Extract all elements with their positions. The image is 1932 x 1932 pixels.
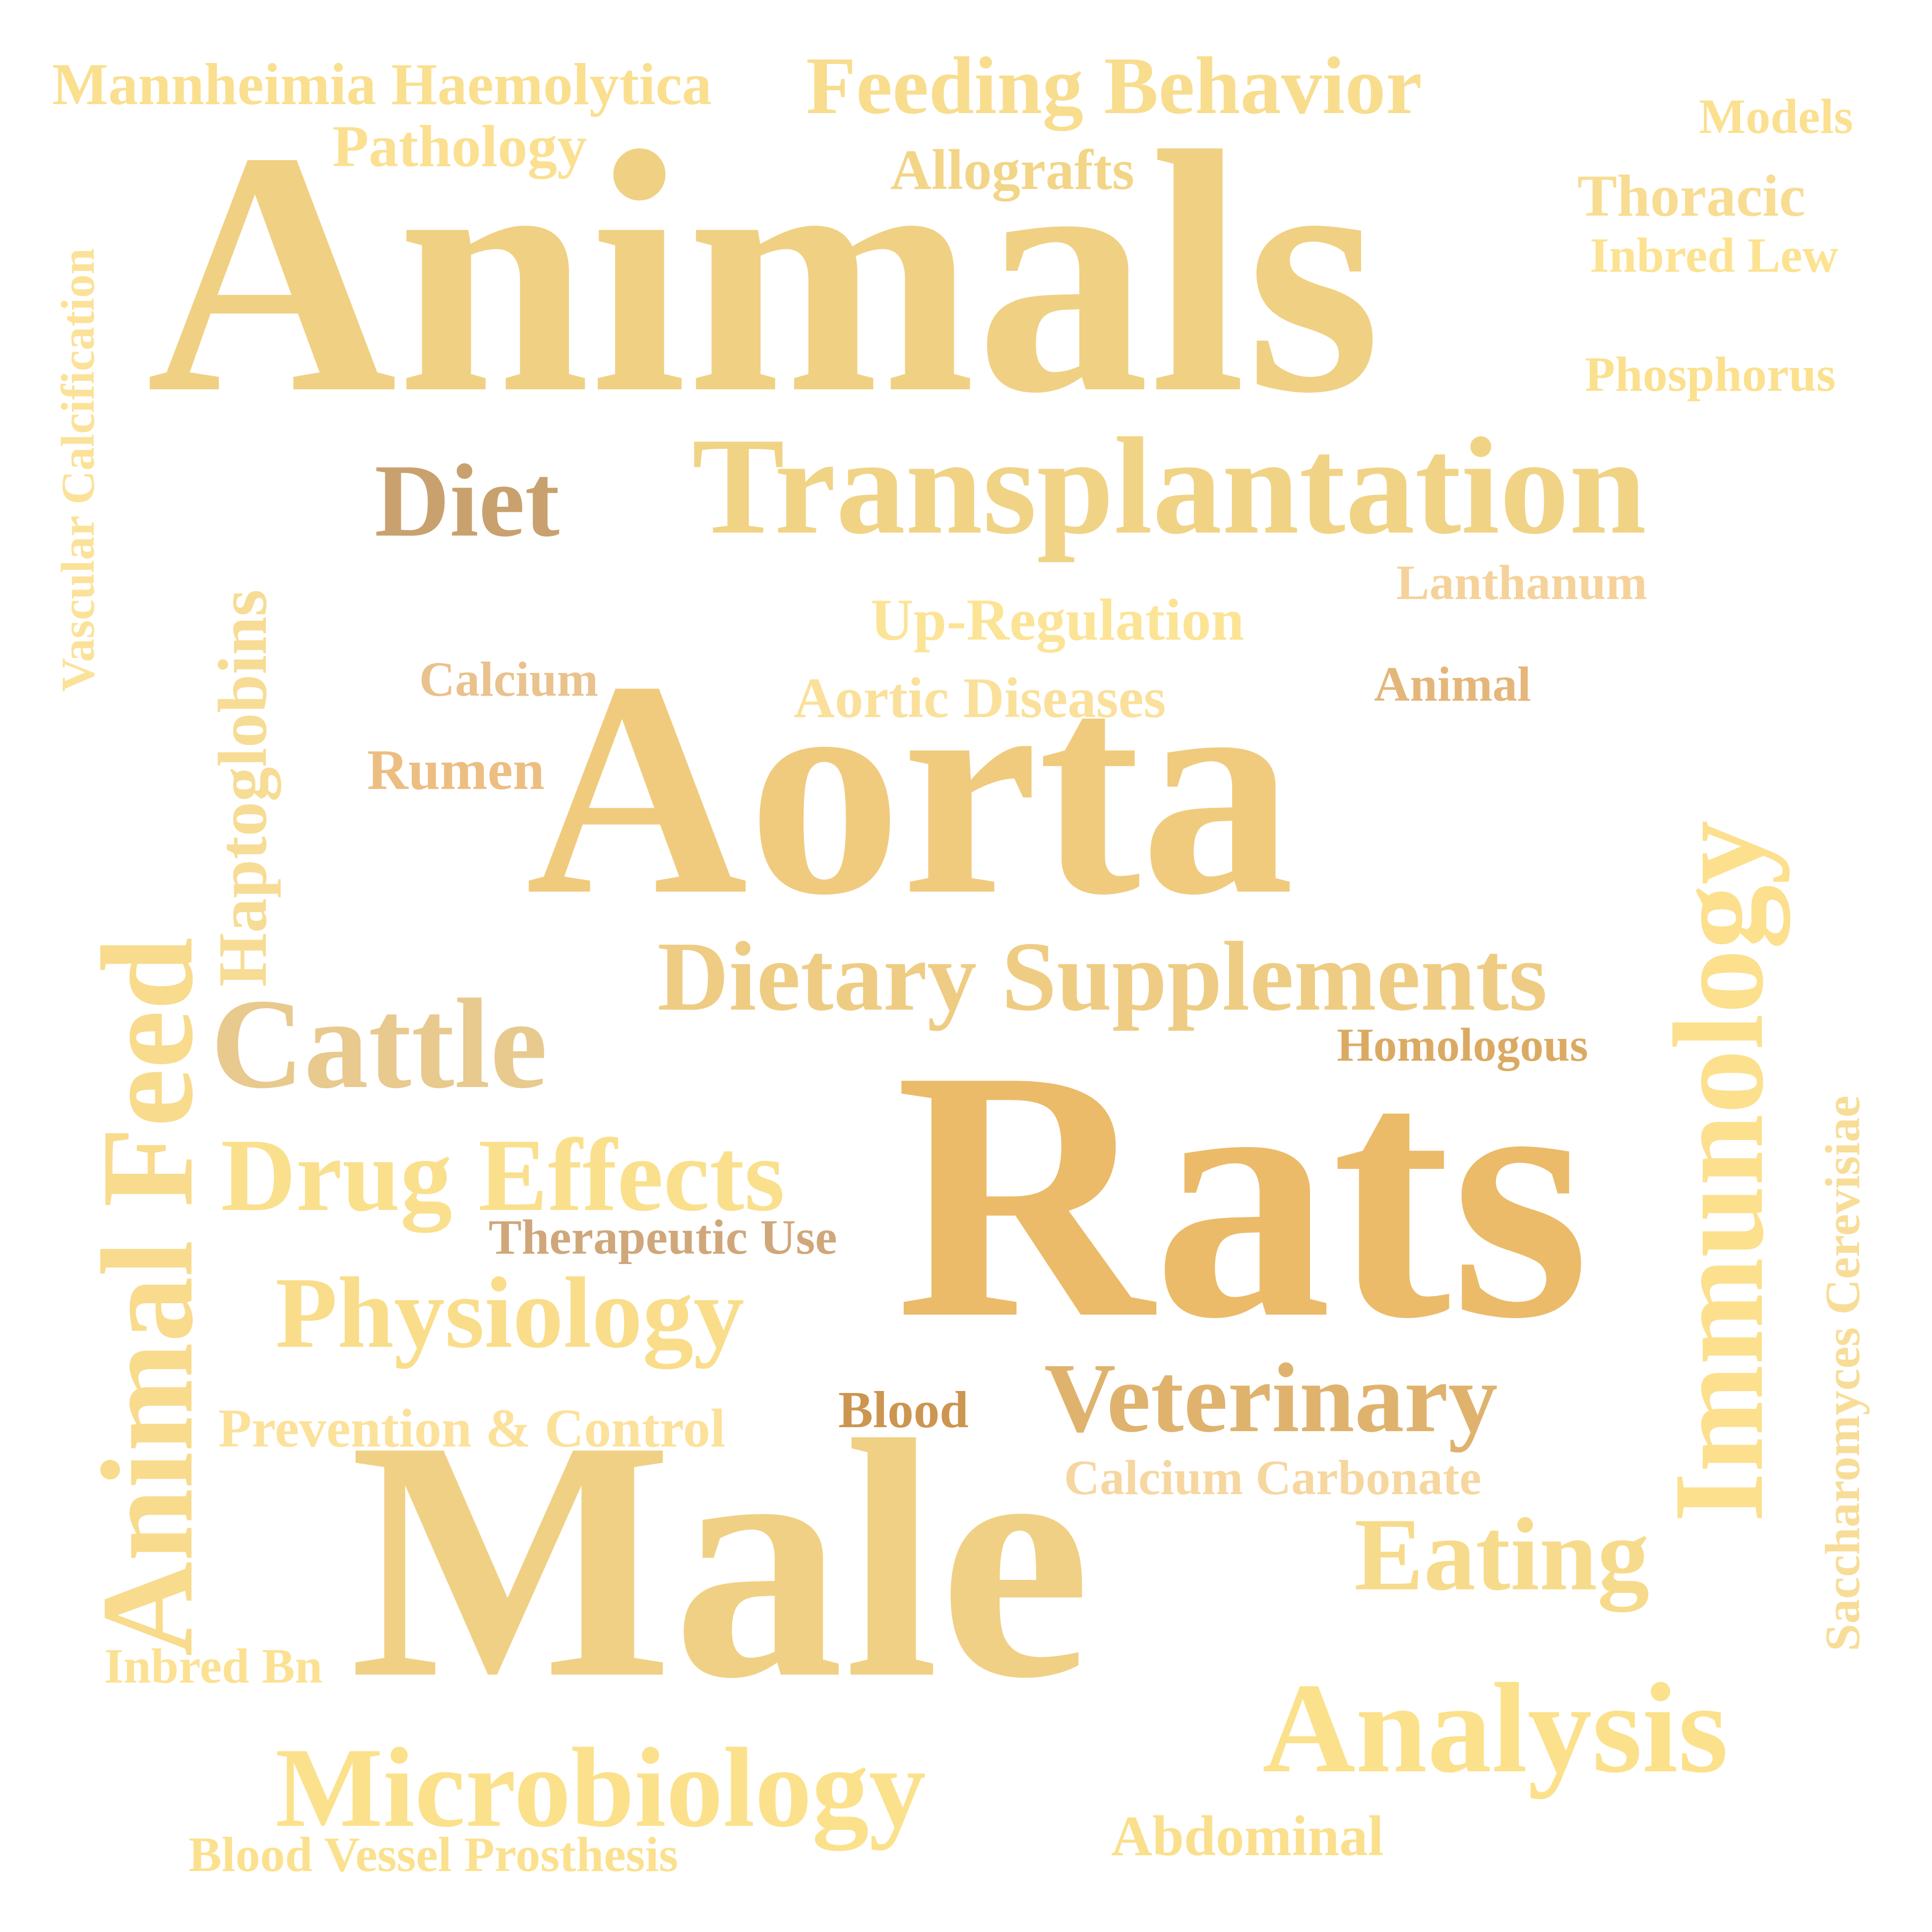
word-homologous: Homologous [1337, 1019, 1588, 1071]
word-diet: Diet [374, 443, 560, 558]
word-veterinary: Veterinary [1044, 1343, 1498, 1453]
word-allografts: Allografts [890, 138, 1134, 201]
word-inbred-lew: Inbred Lew [1590, 228, 1839, 283]
word-phosphorus: Phosphorus [1585, 347, 1836, 402]
word-models: Models [1699, 89, 1854, 144]
word-dietary-supplements: Dietary Supplements [657, 922, 1548, 1031]
word-immunology: Immunology [1647, 820, 1790, 1522]
word-prevention-control: Prevention & Control [218, 1398, 726, 1458]
word-physiology: Physiology [275, 1257, 745, 1369]
word-eating: Eating [1354, 1497, 1650, 1612]
word-male: Male [350, 1370, 1091, 1749]
word-blood-vessel-prosthesis: Blood Vessel Prosthesis [188, 1827, 679, 1882]
word-up-regulation: Up-Regulation [871, 587, 1245, 653]
word-pathology: Pathology [332, 113, 587, 179]
word-animals: Animals [146, 80, 1381, 465]
word-calcium-carbonate: Calcium Carbonate [1064, 1450, 1482, 1505]
word-therapeutic-use: Therapeutic Use [489, 1209, 837, 1265]
word-cattle: Cattle [211, 972, 548, 1115]
word-drug-effects: Drug Effects [221, 1118, 785, 1233]
word-rumen: Rumen [367, 738, 545, 801]
word-blood: Blood [838, 1381, 969, 1439]
word-feeding-behavior: Feeding Behavior [806, 40, 1423, 131]
word-lanthanum: Lanthanum [1396, 555, 1647, 610]
word-animal: Animal [1374, 657, 1531, 712]
word-aorta: Aorta [526, 618, 1295, 959]
word-animal-feed: Animal Feed [75, 937, 220, 1656]
word-mannheimia-haemolytica: Mannheimia Haemolytica [52, 51, 712, 117]
word-saccharomyces-cerevisiae: Saccharomyces Cerevisiae [1815, 1095, 1870, 1651]
word-rats: Rats [895, 996, 1590, 1392]
word-thoracic: Thoracic [1577, 163, 1806, 229]
word-abdominal: Abdominal [1111, 1805, 1384, 1868]
word-analysis: Analysis [1262, 1657, 1729, 1800]
word-haptoglobins: Haptoglobins [204, 589, 281, 987]
word-aortic-diseases: Aortic Diseases [794, 666, 1166, 729]
word-calcium: Calcium [419, 652, 599, 707]
word-transplantation: Transplantation [692, 409, 1647, 563]
word-vascular-calcification: Vascular Calcification [52, 248, 104, 692]
word-microbiology: Microbiology [275, 1724, 926, 1851]
word-inbred-bn: Inbred Bn [104, 1638, 323, 1693]
